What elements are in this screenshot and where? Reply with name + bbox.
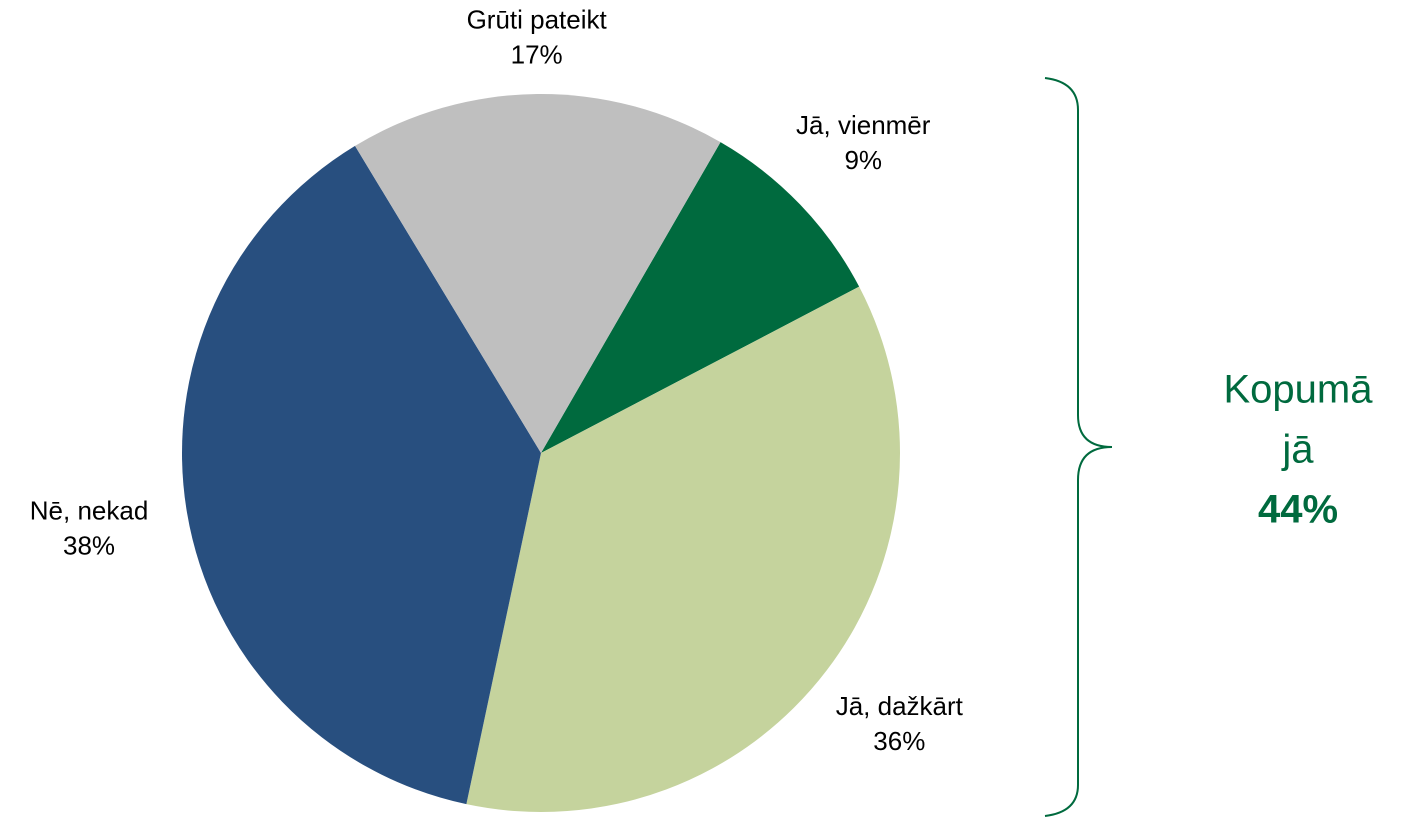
pie-slice	[355, 93, 721, 453]
brace	[1044, 77, 1113, 817]
annotation-value: 44%	[1258, 488, 1338, 532]
slice-value: 17%	[511, 39, 563, 69]
slice-label: Grūti pateikt	[467, 4, 608, 34]
slice-label: Jā, dažkārt	[836, 691, 964, 721]
slice-label: Nē, nekad	[30, 495, 149, 525]
annotation-text: jā	[1281, 428, 1314, 472]
annotation-text: Kopumā	[1224, 368, 1374, 412]
pie-slice	[182, 145, 541, 805]
slice-value: 9%	[844, 145, 882, 175]
slice-value: 36%	[873, 726, 925, 756]
slice-value: 38%	[63, 530, 115, 560]
pie-slice	[466, 286, 900, 812]
pie-slice	[541, 142, 860, 454]
slice-label: Jā, vienmēr	[796, 110, 931, 140]
